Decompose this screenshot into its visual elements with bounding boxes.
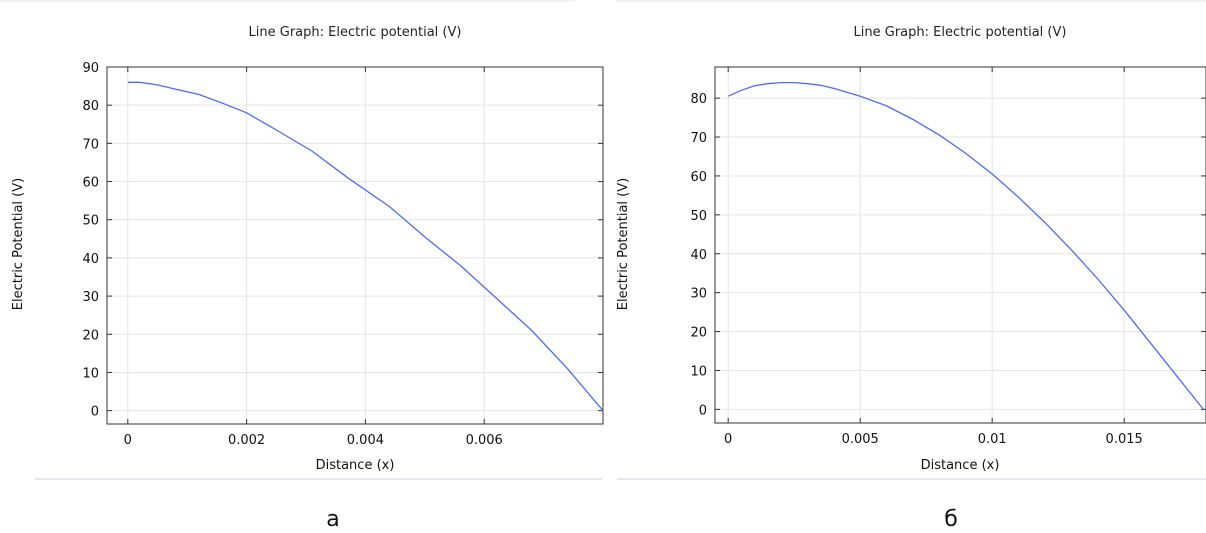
panel-b-separator: [617, 478, 1206, 480]
chart-b-xtick-label: 0: [724, 432, 732, 447]
chart-b-ytick-label: 30: [690, 287, 707, 302]
chart-a-xlabel: Distance (x): [316, 458, 395, 473]
chart-a-svg: Line Graph: Electric potential (V) Dista…: [11, 25, 604, 473]
top-border-left: [0, 0, 575, 2]
top-border-right: [616, 0, 1206, 2]
chart-b-caption: б: [944, 507, 958, 532]
chart-b-xtick-label: 0.01: [978, 432, 1007, 447]
chart-b-ylabel: Electric Potential (V): [616, 178, 631, 310]
chart-a-xtick-label: 0.004: [347, 433, 384, 448]
chart-b-xtick-label: 0.015: [1106, 432, 1143, 447]
chart-b-plot-frame: [714, 66, 1206, 424]
chart-a-ylabel: Electric Potential (V): [11, 178, 26, 310]
chart-a-ytick-label: 30: [82, 290, 99, 305]
chart-b-xlabel: Distance (x): [921, 458, 1000, 473]
chart-a-ytick-label: 0: [91, 405, 99, 420]
chart-a-xtick-label: 0.006: [466, 433, 503, 448]
chart-b-title: Line Graph: Electric potential (V): [854, 25, 1067, 40]
chart-a-ytick-label: 20: [82, 328, 99, 343]
chart-a-caption: а: [326, 507, 340, 532]
panel-a-separator: [35, 478, 602, 480]
chart-a-xtick-label: 0: [124, 433, 132, 448]
chart-a-ytick-label: 60: [82, 176, 99, 191]
chart-panel-b: Line Graph: Electric potential (V) Dista…: [605, 0, 1206, 533]
chart-b-ytick-label: 40: [690, 248, 707, 263]
chart-b-ytick-label: 80: [690, 92, 707, 107]
chart-a-ytick-label: 50: [82, 214, 99, 229]
chart-panel-a: Line Graph: Electric potential (V) Dista…: [11, 25, 604, 532]
chart-a-plot-frame: [106, 66, 604, 425]
chart-b-ytick-label: 60: [690, 170, 707, 185]
chart-a-series-line: [127, 81, 604, 412]
chart-a-xtick-label: 0.002: [228, 433, 265, 448]
chart-a-ytick-label: 10: [82, 366, 99, 381]
chart-a-ytick-label: 80: [82, 99, 99, 114]
chart-b-svg: Line Graph: Electric potential (V) Dista…: [616, 25, 1206, 473]
chart-b-series-line: [727, 81, 1204, 410]
chart-a-title: Line Graph: Electric potential (V): [249, 25, 462, 40]
chart-b-ytick-label: 0: [699, 403, 707, 418]
chart-b-ytick-label: 20: [690, 326, 707, 341]
chart-a-ytick-label: 90: [82, 61, 99, 76]
chart-b-ytick-label: 70: [690, 131, 707, 146]
chart-a-ytick-label: 40: [82, 252, 99, 267]
chart-b-ytick-label: 10: [690, 364, 707, 379]
chart-b-ytick-label: 50: [690, 209, 707, 224]
chart-a-ytick-label: 70: [82, 137, 99, 152]
chart-b-xtick-label: 0.005: [842, 432, 879, 447]
